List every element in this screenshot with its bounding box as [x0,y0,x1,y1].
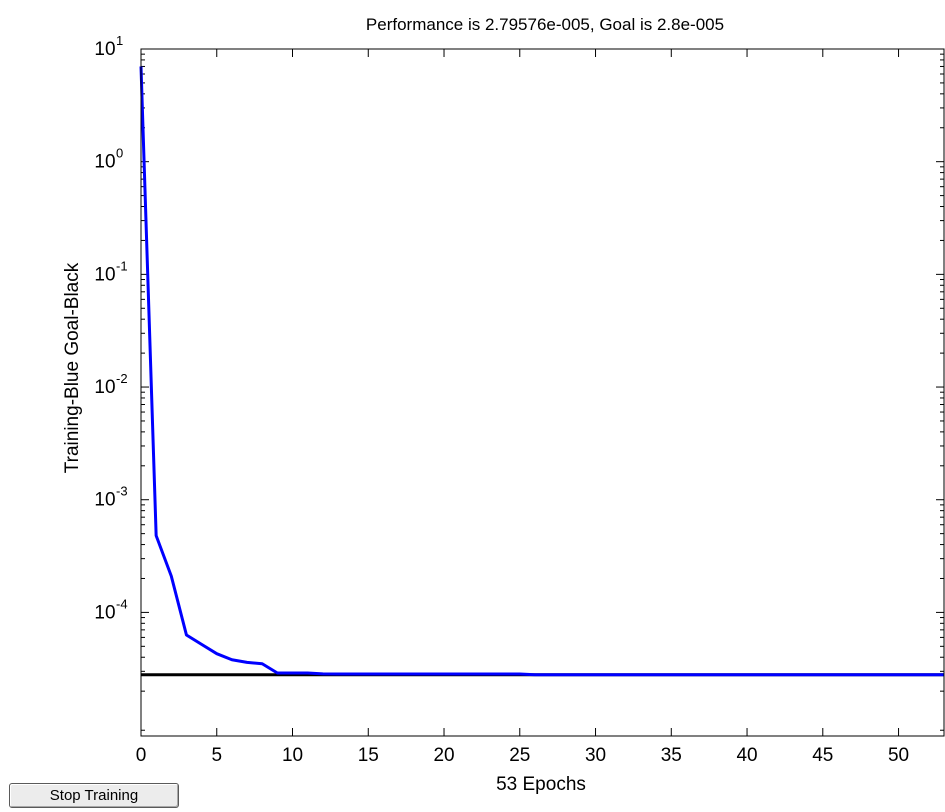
y-tick-label: 10 [94,602,115,623]
x-tick-label: 20 [433,745,454,766]
x-axis-label: 53 Epochs [496,774,586,795]
x-tick-label: 15 [358,745,379,766]
x-tick-label: 45 [812,745,833,766]
chart-title: Performance is 2.79576e-005, Goal is 2.8… [366,15,724,34]
x-tick-label: 25 [509,745,530,766]
y-tick-exponent: -1 [116,258,128,273]
plot-area [139,66,945,677]
x-tick-label: 0 [136,745,147,766]
stop-training-button[interactable]: Stop Training [9,783,179,808]
y-tick-label: 10 [94,39,115,60]
y-tick-label: 10 [94,152,115,173]
y-tick-exponent: 0 [116,146,123,161]
y-tick-exponent: 1 [116,33,123,48]
y-axis-label: Training-Blue Goal-Black [62,262,83,473]
y-tick-label: 10 [94,264,115,285]
x-tick-label: 35 [661,745,682,766]
axes-frame [140,48,945,737]
y-tick-exponent: -2 [116,371,128,386]
training-line [139,66,945,677]
x-tick-label: 30 [585,745,606,766]
x-tick-label: 50 [888,745,909,766]
x-tick-label: 40 [736,745,757,766]
x-tick-label: 5 [211,745,222,766]
y-tick-label: 10 [94,490,115,511]
y-tick-exponent: -3 [116,484,128,499]
y-tick-exponent: -4 [116,596,128,611]
y-tick-label: 10 [94,377,115,398]
x-tick-label: 10 [282,745,303,766]
